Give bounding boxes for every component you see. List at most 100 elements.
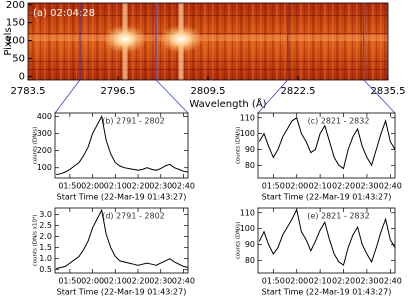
y-tick-label: 90 [245,240,255,249]
panel-title: (b) 2791 - 2802 [102,117,165,126]
y-tick-label: 400 [37,112,52,121]
panel-title: (c) 2821 - 2832 [308,117,370,126]
x-tick-label: 02:20 [126,182,149,191]
x-tick-label: 02:30 [355,182,378,191]
spectral-line [324,3,327,80]
x-tick-label: 02:00 [285,277,308,286]
x-tick-label: 02:30 [355,277,378,286]
spectral-line [212,3,214,80]
x-tick-label: 02:30 [149,277,172,286]
y-tick-label: 300 [37,129,52,138]
y-tick-label: 110 [240,113,255,122]
plot-frame [54,112,189,179]
stripe [28,69,388,70]
x-tick-label: 02:40 [379,277,402,286]
spectral-line [208,3,209,80]
y-tick-label: 0 [19,71,25,82]
spectral-line [96,3,99,80]
y-tick-label: 150 [6,18,25,29]
spectral-line [332,3,334,80]
x-tick-label: 01:50 [58,182,81,191]
spectral-line [44,3,46,80]
spectral-line [304,3,305,80]
light-curve [56,114,189,176]
band-connector [363,79,396,114]
spectral-line [220,3,221,80]
x-axis-label: Wavelength (Å) [189,97,266,110]
bright-band [28,35,388,41]
plot-frame [257,207,396,274]
x-tick-label: 02:00 [285,182,308,191]
x-tick-label: 02:20 [332,277,355,286]
band-connector [54,79,81,114]
y-tick-label: 0.5 [39,265,52,274]
x-tick-label: 02:10 [104,182,127,191]
spectral-line [336,3,339,80]
y-tick-label: 2.0 [39,232,52,241]
x-tick-label: 02:20 [126,277,149,286]
y-tick-label: 100 [6,36,25,47]
spectral-line [252,3,255,80]
spectral-line [84,3,87,80]
y-tick-label: 80 [245,256,255,265]
spectral-line [340,3,341,80]
spectral-line [216,3,219,80]
x-tick-label: 2796.5 [101,86,136,97]
spectral-line [240,3,243,80]
x-tick-label: 01:50 [262,182,285,191]
spectral-line [372,3,375,80]
x-tick-label: 02:20 [332,182,355,191]
spectral-line [80,3,82,80]
x-axis-label: Start Time (22-Mar-19 01:43:27) [57,288,187,297]
y-tick-label: 1.5 [39,243,52,252]
spectral-line [40,3,41,80]
stripe [28,15,388,16]
x-tick-label: 2822.5 [281,86,316,97]
spectral-line [356,3,358,80]
spectral-line [228,3,231,80]
spectral-line [260,3,262,80]
panel-title: (a) 02:04:28 [33,8,95,19]
spectral-line [156,3,159,80]
y-tick-label: 200 [37,146,52,155]
spectral-line [368,3,370,80]
x-axis-label: Start Time (22-Mar-19 01:43:27) [262,288,392,297]
spectral-line [320,3,322,80]
spectral-line [28,3,29,80]
spectral-line [72,3,75,80]
x-tick-label: 02:10 [309,277,332,286]
spectral-line [280,3,281,80]
y-tick-label: 100 [37,163,52,172]
spectral-line [48,3,51,80]
spectral-line [344,3,346,80]
spectral-line [56,3,58,80]
spectral-line [364,3,365,80]
spectral-line [236,3,238,80]
y-axis-label: counts (DN/s x10⁴) [32,215,39,267]
light-curve [258,208,396,266]
y-axis-label: counts (DN/s) [236,127,242,165]
x-tick-label: 2783.5 [11,86,46,97]
spectral-line [264,3,267,80]
spectral-line [64,3,65,80]
x-tick-label: 02:10 [309,182,332,191]
x-tick-label: 02:40 [172,277,195,286]
spectral-line [352,3,353,80]
band-connector [257,79,288,114]
spectral-line [32,3,34,80]
spectral-line [312,3,315,80]
plot-frame [54,207,189,274]
spectral-line [204,3,207,80]
bright-core [103,25,147,53]
spectral-line [52,3,53,80]
x-tick-label: 02:40 [172,182,195,191]
y-tick-label: 80 [245,161,255,170]
spectral-line [76,3,77,80]
light-curve [56,208,189,270]
spectral-line [380,3,382,80]
x-tick-label: 02:00 [81,277,104,286]
spectral-line [152,3,154,80]
y-tick-label: 90 [245,145,255,154]
y-tick-label: 100 [240,129,255,138]
x-axis-label: Start Time (22-Mar-19 01:43:27) [57,193,187,202]
